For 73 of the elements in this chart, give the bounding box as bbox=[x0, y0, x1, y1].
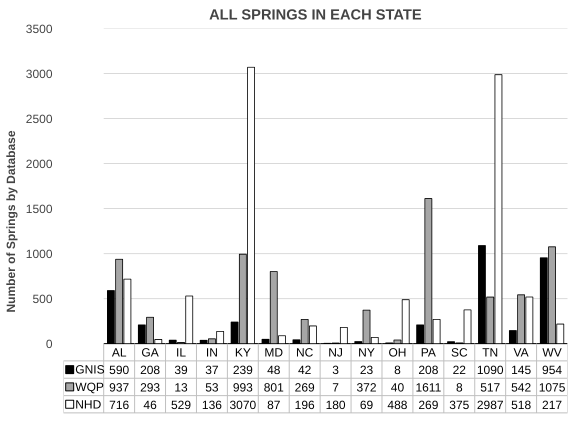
x-tick-label: PA bbox=[420, 345, 436, 360]
x-tick-label: WV bbox=[542, 345, 562, 360]
data-label: 136 bbox=[202, 398, 222, 412]
y-tick-label: 1500 bbox=[26, 202, 53, 216]
data-label: 590 bbox=[109, 363, 130, 378]
x-tick-label: GA bbox=[141, 345, 159, 360]
data-label: 8 bbox=[456, 380, 463, 394]
y-tick-label: 3000 bbox=[26, 67, 53, 82]
x-tick-label: NC bbox=[296, 345, 314, 360]
data-label: 269 bbox=[294, 380, 316, 394]
x-tick-label: NJ bbox=[328, 345, 343, 360]
data-label: 48 bbox=[267, 363, 281, 378]
data-label: 217 bbox=[542, 398, 562, 412]
data-label: 542 bbox=[511, 380, 532, 394]
y-axis-title: Number of Springs by Database bbox=[4, 130, 18, 313]
chart-title: ALL SPRINGS IN EACH STATE bbox=[209, 8, 422, 24]
data-label: 87 bbox=[267, 398, 281, 412]
data-label: 13 bbox=[174, 380, 188, 394]
y-tick-label: 2500 bbox=[26, 112, 53, 126]
data-label: 22 bbox=[452, 363, 466, 378]
data-label: 716 bbox=[109, 398, 130, 412]
data-label: 3 bbox=[332, 363, 340, 378]
data-label: 529 bbox=[170, 398, 192, 412]
y-tick-label: 3500 bbox=[26, 22, 53, 36]
data-label: 993 bbox=[232, 380, 254, 394]
data-label: 3070 bbox=[229, 398, 257, 412]
data-label: 7 bbox=[332, 380, 340, 394]
x-tick-label: MD bbox=[264, 345, 284, 360]
data-label: 801 bbox=[264, 380, 284, 394]
data-label: 42 bbox=[298, 363, 312, 378]
data-label: 1075 bbox=[538, 380, 566, 394]
data-label: 69 bbox=[360, 398, 374, 412]
data-label: 954 bbox=[542, 363, 562, 378]
data-label: 145 bbox=[511, 363, 532, 378]
y-tick-label: 500 bbox=[32, 292, 53, 306]
x-tick-label: TN bbox=[482, 345, 498, 360]
y-tick-label: 1000 bbox=[26, 247, 53, 262]
x-tick-label: NY bbox=[358, 345, 375, 360]
data-label: 1090 bbox=[476, 363, 504, 378]
x-tick-label: AL bbox=[112, 345, 127, 360]
data-label: 46 bbox=[143, 398, 158, 412]
x-tick-label: KY bbox=[234, 345, 251, 360]
data-label: 372 bbox=[356, 380, 377, 394]
legend-label: NHD bbox=[75, 397, 102, 412]
data-label: 2987 bbox=[476, 398, 504, 412]
data-label: 53 bbox=[205, 380, 219, 394]
legend-label: WQP bbox=[75, 380, 104, 394]
data-label: 208 bbox=[140, 363, 160, 378]
x-tick-label: OH bbox=[388, 345, 406, 360]
data-label: 23 bbox=[360, 363, 374, 378]
legend-label: GNIS bbox=[75, 362, 105, 377]
data-label: 37 bbox=[205, 363, 219, 378]
data-label: 937 bbox=[109, 380, 130, 394]
data-label: 517 bbox=[480, 380, 501, 394]
y-tick-label: 2000 bbox=[26, 157, 53, 172]
data-label: 39 bbox=[174, 363, 188, 378]
data-label: 180 bbox=[326, 398, 346, 412]
data-label: 269 bbox=[418, 398, 439, 412]
data-label: 375 bbox=[449, 398, 470, 412]
data-label: 293 bbox=[140, 380, 160, 394]
data-label: 488 bbox=[387, 398, 408, 412]
data-label: 518 bbox=[511, 398, 532, 412]
data-label: 40 bbox=[390, 380, 404, 394]
data-label: 8 bbox=[394, 363, 402, 378]
x-tick-label: IL bbox=[176, 345, 186, 360]
data-label: 208 bbox=[418, 363, 439, 378]
x-tick-label: VA bbox=[514, 345, 529, 360]
data-label: 196 bbox=[294, 398, 316, 412]
data-label: 1611 bbox=[415, 380, 442, 394]
x-tick-label: SC bbox=[450, 345, 468, 360]
y-tick-label: 0 bbox=[46, 337, 53, 352]
x-tick-label: IN bbox=[206, 345, 218, 360]
data-label: 239 bbox=[232, 363, 254, 378]
